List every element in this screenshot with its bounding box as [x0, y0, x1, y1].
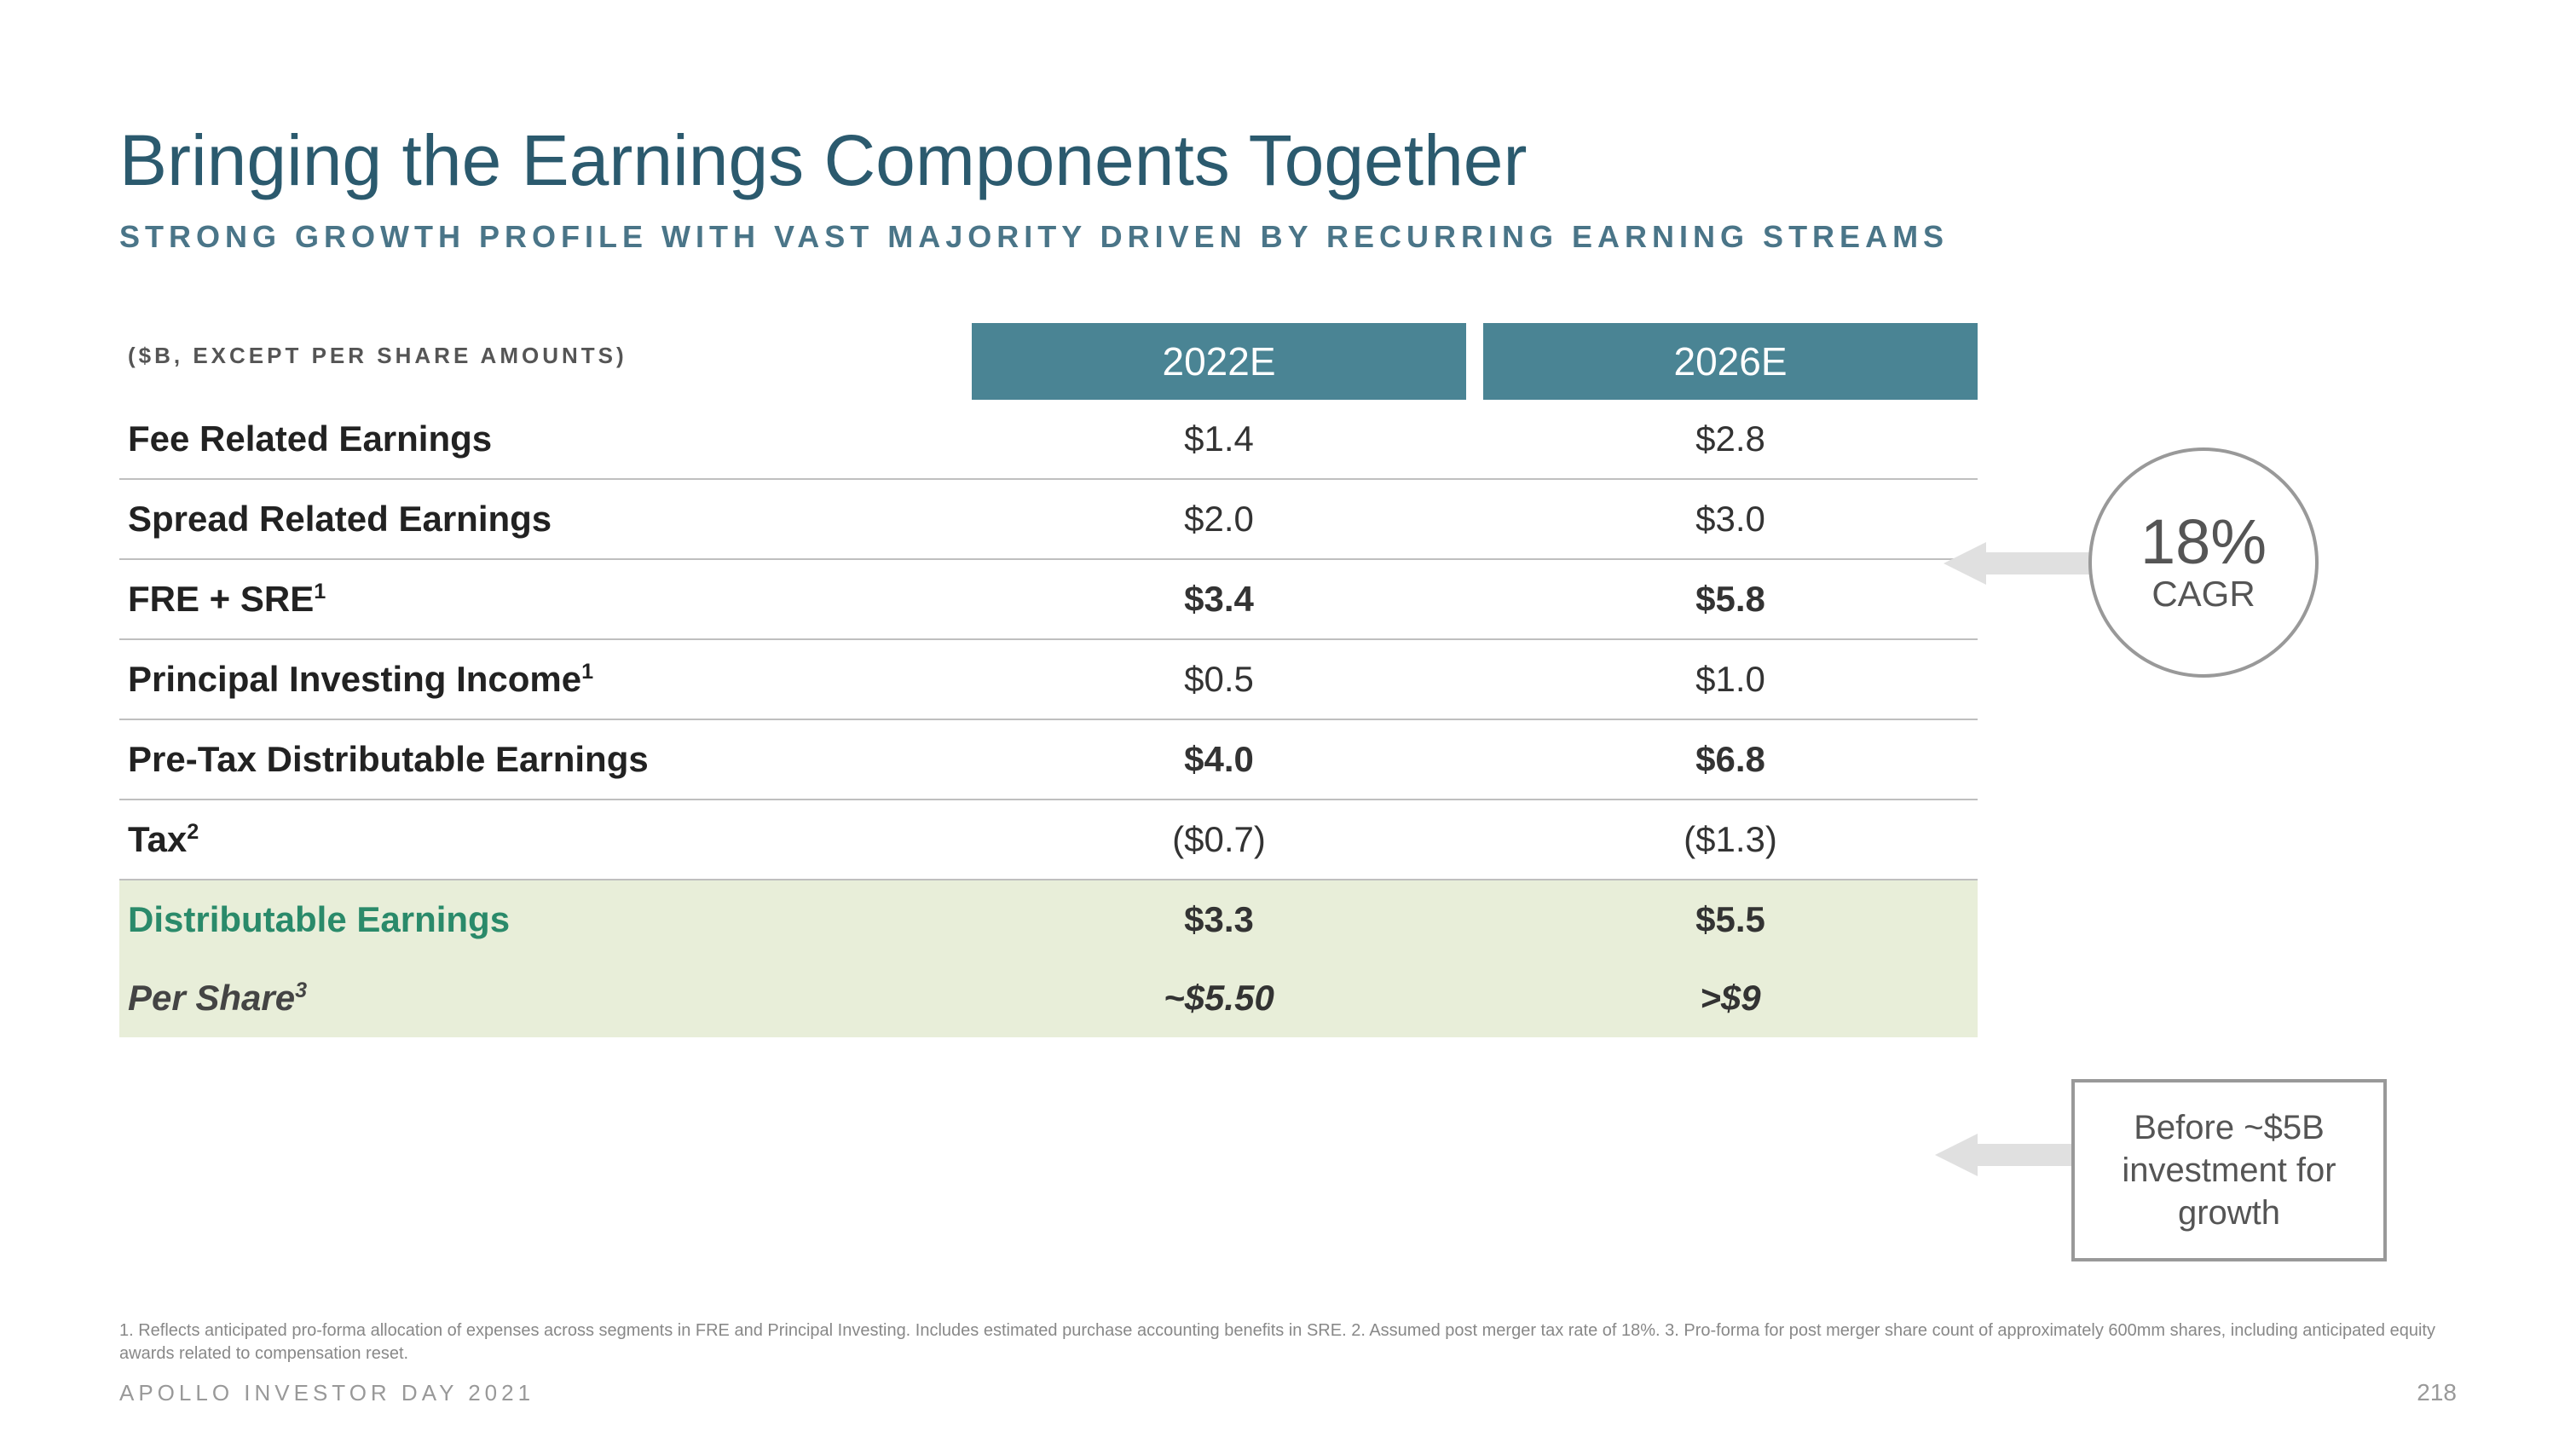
row-label-de: Distributable Earnings [119, 880, 972, 959]
cell: $3.4 [972, 559, 1466, 639]
footer-event: APOLLO INVESTOR DAY 2021 [119, 1380, 534, 1406]
cagr-percent: 18% [2140, 511, 2267, 574]
row-label-pershare: Per Share3 [119, 959, 972, 1037]
row-label-spread-related: Spread Related Earnings [119, 479, 972, 559]
cell: ~$5.50 [972, 959, 1466, 1037]
row-label-fre-sre: FRE + SRE1 [119, 559, 972, 639]
cell: $1.0 [1483, 639, 1978, 719]
table-row: Tax2 ($0.7) ($1.3) [119, 800, 1978, 880]
table-row: Fee Related Earnings $1.4 $2.8 [119, 400, 1978, 479]
cell: $0.5 [972, 639, 1466, 719]
cell: $3.3 [972, 880, 1466, 959]
cell: $1.4 [972, 400, 1466, 479]
before-investment-callout: Before ~$5B investment for growth [2071, 1079, 2387, 1261]
page-number: 218 [2417, 1379, 2457, 1406]
row-label-fee-related: Fee Related Earnings [119, 400, 972, 479]
row-label-pii: Principal Investing Income1 [119, 639, 972, 719]
row-label-pretax: Pre-Tax Distributable Earnings [119, 719, 972, 800]
cell: ($1.3) [1483, 800, 1978, 880]
cell: $6.8 [1483, 719, 1978, 800]
table-units-note: ($B, EXCEPT PER SHARE AMOUNTS) [119, 323, 972, 400]
col-header-2022e: 2022E [972, 323, 1466, 400]
cell: $5.8 [1483, 559, 1978, 639]
table-row-pershare: Per Share3 ~$5.50 >$9 [119, 959, 1978, 1037]
table-row: Pre-Tax Distributable Earnings $4.0 $6.8 [119, 719, 1978, 800]
cell: ($0.7) [972, 800, 1466, 880]
cagr-callout: 18% CAGR [2088, 447, 2319, 678]
before-investment-text: Before ~$5B investment for growth [2095, 1106, 2363, 1234]
cell: $4.0 [972, 719, 1466, 800]
col-header-2026e: 2026E [1483, 323, 1978, 400]
earnings-table: ($B, EXCEPT PER SHARE AMOUNTS) 2022E 202… [119, 323, 1978, 1037]
arrow-left-icon [1944, 542, 2097, 585]
row-label-tax: Tax2 [119, 800, 972, 880]
table-row: Spread Related Earnings $2.0 $3.0 [119, 479, 1978, 559]
slide-title: Bringing the Earnings Components Togethe… [119, 119, 2457, 202]
cell: $5.5 [1483, 880, 1978, 959]
table-row: Principal Investing Income1 $0.5 $1.0 [119, 639, 1978, 719]
cell: $2.8 [1483, 400, 1978, 479]
cell: >$9 [1483, 959, 1978, 1037]
cell: $3.0 [1483, 479, 1978, 559]
cell: $2.0 [972, 479, 1466, 559]
slide-subtitle: STRONG GROWTH PROFILE WITH VAST MAJORITY… [119, 219, 2457, 255]
table-row: FRE + SRE1 $3.4 $5.8 [119, 559, 1978, 639]
arrow-left-icon [1935, 1134, 2080, 1176]
table-row-distributable: Distributable Earnings $3.3 $5.5 [119, 880, 1978, 959]
footnote: 1. Reflects anticipated pro-forma alloca… [119, 1319, 2457, 1365]
cagr-label: CAGR [2151, 574, 2255, 615]
